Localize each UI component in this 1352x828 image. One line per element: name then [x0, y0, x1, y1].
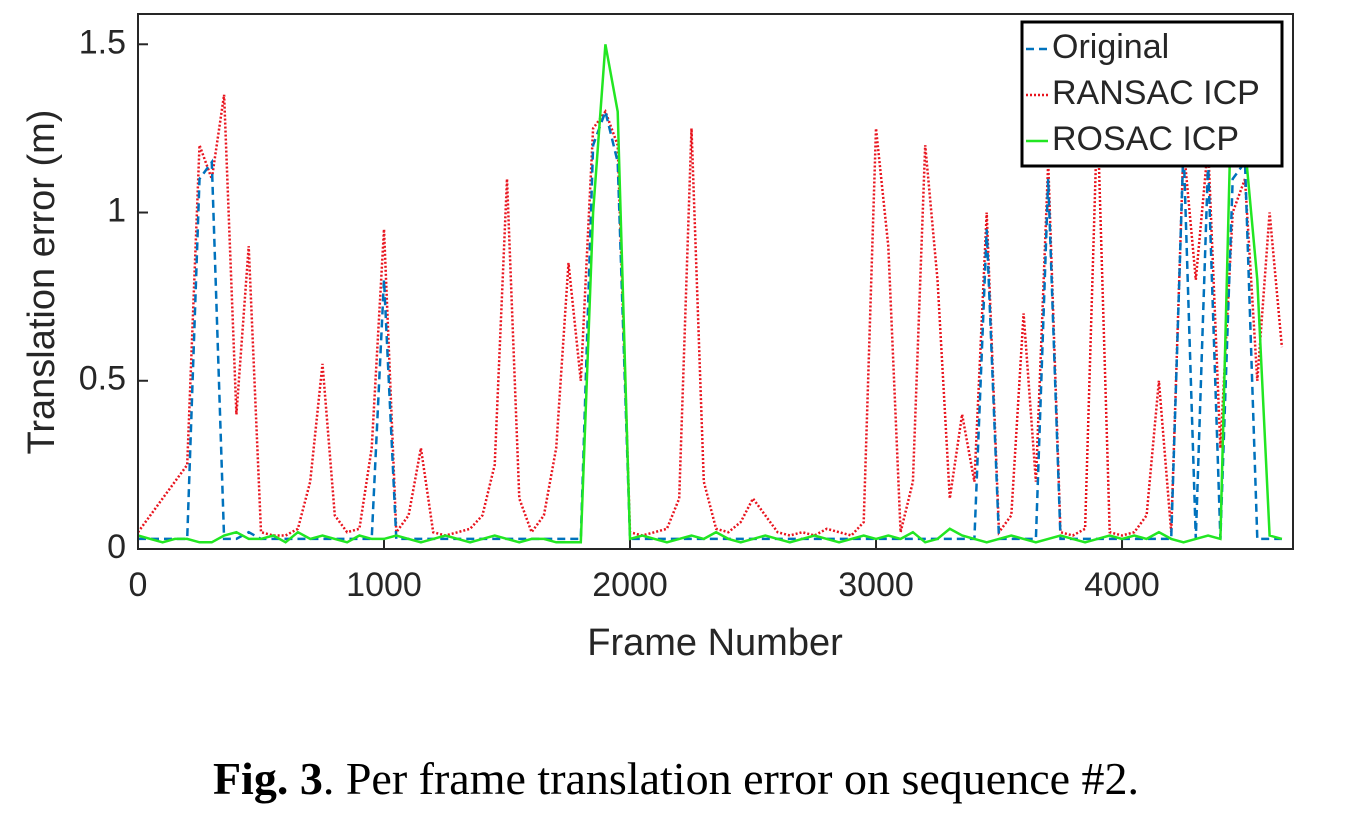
series-line [137, 44, 1283, 544]
x-tick-label: 3000 [838, 566, 914, 604]
chart: Frame Number Translation error (m) 0 1000… [21, 13, 1294, 664]
x-axis-label: Frame Number [587, 622, 843, 664]
series-line [138, 107, 1282, 541]
legend-box [1020, 20, 1284, 168]
y-axis-label: Translation error (m) [21, 110, 63, 455]
series-line [136, 94, 1284, 537]
y-tick-label: 0.5 [79, 360, 126, 398]
y-tick-label: 0 [107, 528, 126, 566]
x-tick-label: 4000 [1084, 566, 1160, 604]
caption-text: . Per frame translation error on sequenc… [322, 753, 1140, 804]
legend-label: RANSAC ICP [1052, 74, 1260, 112]
caption: Fig. 3. Per frame translation error on s… [0, 752, 1352, 805]
y-tick-label: 1.5 [79, 23, 126, 61]
y-tick-label: 1 [107, 192, 126, 230]
x-tick-label: 2000 [592, 566, 668, 604]
plot-frame [137, 13, 1294, 550]
caption-label: Fig. 3 [212, 753, 323, 804]
legend-label: Original [1052, 28, 1169, 66]
legend-label: ROSAC ICP [1052, 120, 1239, 158]
x-tick-label: 1000 [346, 566, 422, 604]
x-tick-label: 0 [129, 566, 148, 604]
